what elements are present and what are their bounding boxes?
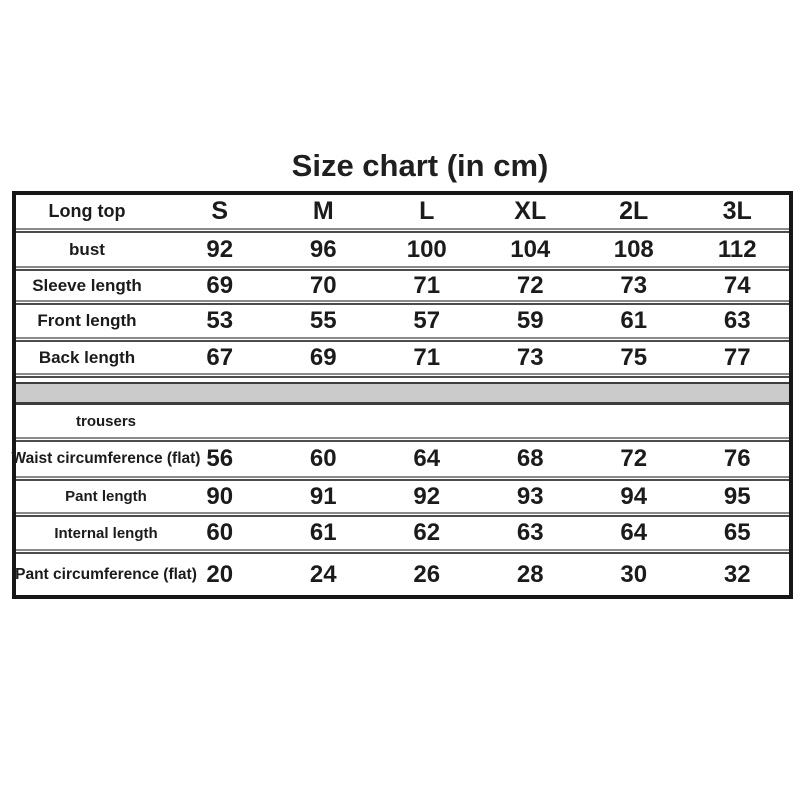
value-cell: 69 xyxy=(206,271,234,299)
value-cell: 100 xyxy=(406,235,447,263)
row-divider xyxy=(16,437,789,442)
table-row-pant-circumference: Pant circumference (flat) 20 24 26 28 30… xyxy=(15,554,789,595)
row-label: Sleeve length xyxy=(32,275,142,295)
value-cell: 55 xyxy=(309,307,337,334)
value-cell: 20 xyxy=(206,560,234,588)
value-cell: 64 xyxy=(413,445,441,472)
table-row-bust: bust 92 96 100 104 108 112 xyxy=(16,233,789,266)
value-cell: 64 xyxy=(620,519,648,546)
value-cell: 75 xyxy=(620,343,648,371)
value-cell: 95 xyxy=(723,482,751,510)
value-cell: 61 xyxy=(309,519,337,546)
value-cell: 96 xyxy=(309,235,337,263)
value-cell: 60 xyxy=(309,445,337,472)
value-cell: 108 xyxy=(613,235,654,263)
column-header-3l: 3L xyxy=(722,197,752,225)
value-cell: 77 xyxy=(723,343,751,371)
band-gap xyxy=(16,378,789,382)
value-cell: 30 xyxy=(620,560,648,588)
section-header-long-top: Long top xyxy=(48,201,126,221)
value-cell: 71 xyxy=(413,271,441,299)
value-cell: 63 xyxy=(516,519,544,546)
row-divider xyxy=(16,373,789,378)
section-header-trousers: trousers xyxy=(75,412,137,430)
value-cell: 24 xyxy=(309,560,337,588)
value-cell: 73 xyxy=(620,271,648,299)
value-cell: 56 xyxy=(206,445,234,472)
value-cell: 61 xyxy=(620,307,648,334)
table-row-internal-length: Internal length 60 61 62 63 64 65 xyxy=(16,517,789,549)
value-cell: 68 xyxy=(516,445,544,472)
table-row-waist-circumference: Waist circumference (flat) 56 60 64 68 7… xyxy=(11,442,789,476)
row-label: Front length xyxy=(37,311,137,330)
value-cell: 26 xyxy=(413,560,441,588)
section-header-row-trousers: trousers xyxy=(16,405,789,437)
value-cell: 32 xyxy=(723,560,751,588)
column-header-2l: 2L xyxy=(619,197,649,225)
value-cell: 91 xyxy=(309,482,337,510)
row-divider xyxy=(16,549,789,554)
row-label: Internal length xyxy=(54,524,158,542)
value-cell: 72 xyxy=(516,271,544,299)
table-header-row: Long top S M L XL 2L 3L xyxy=(16,195,789,228)
size-chart-table: Long top S M L XL 2L 3L bust 92 96 100 1… xyxy=(12,191,793,599)
row-label: Pant circumference (flat) xyxy=(15,565,197,583)
column-header-l: L xyxy=(419,197,435,225)
value-cell: 76 xyxy=(723,445,751,472)
value-cell: 72 xyxy=(620,445,648,472)
table-row-front-length: Front length 53 55 57 59 61 63 xyxy=(16,305,789,337)
row-divider xyxy=(16,300,789,305)
value-cell: 112 xyxy=(717,235,757,263)
value-cell: 57 xyxy=(413,307,441,334)
row-divider xyxy=(16,266,789,271)
value-cell: 60 xyxy=(206,519,234,546)
row-divider xyxy=(16,476,789,481)
value-cell: 93 xyxy=(516,482,544,510)
value-cell: 71 xyxy=(413,343,441,371)
row-divider xyxy=(16,337,789,342)
value-cell: 69 xyxy=(309,343,337,371)
row-label: Pant length xyxy=(65,488,147,505)
value-cell: 104 xyxy=(510,235,551,263)
value-cell: 74 xyxy=(723,271,751,299)
value-cell: 65 xyxy=(723,519,751,546)
row-label: Back length xyxy=(38,347,136,367)
value-cell: 73 xyxy=(516,343,544,371)
table-row-sleeve-length: Sleeve length 69 70 71 72 73 74 xyxy=(16,271,789,300)
column-header-s: S xyxy=(211,197,229,225)
value-cell: 59 xyxy=(516,307,544,334)
row-divider xyxy=(16,228,789,233)
value-cell: 94 xyxy=(620,482,648,510)
value-cell: 62 xyxy=(413,519,441,546)
table-row-back-length: Back length 67 69 71 73 75 77 xyxy=(16,342,789,373)
row-divider xyxy=(16,512,789,517)
page-title: Size chart (in cm) xyxy=(291,148,549,183)
row-label: Waist circumference (flat) xyxy=(11,450,201,467)
value-cell: 90 xyxy=(206,482,234,510)
column-header-m: M xyxy=(312,197,334,225)
value-cell: 92 xyxy=(413,482,441,510)
column-header-xl: XL xyxy=(514,197,547,225)
value-cell: 67 xyxy=(206,343,234,371)
value-cell: 63 xyxy=(723,307,751,334)
value-cell: 92 xyxy=(206,235,234,263)
table-row-pant-length: Pant length 90 91 92 93 94 95 xyxy=(16,481,789,512)
value-cell: 70 xyxy=(309,271,337,299)
value-cell: 53 xyxy=(206,307,234,334)
row-label: bust xyxy=(69,239,105,259)
section-divider-band xyxy=(16,382,789,405)
value-cell: 28 xyxy=(516,560,544,588)
